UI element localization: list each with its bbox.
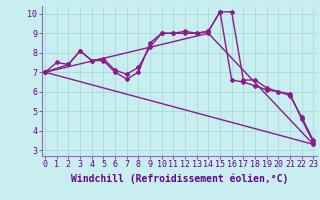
X-axis label: Windchill (Refroidissement éolien,°C): Windchill (Refroidissement éolien,°C)	[70, 173, 288, 184]
